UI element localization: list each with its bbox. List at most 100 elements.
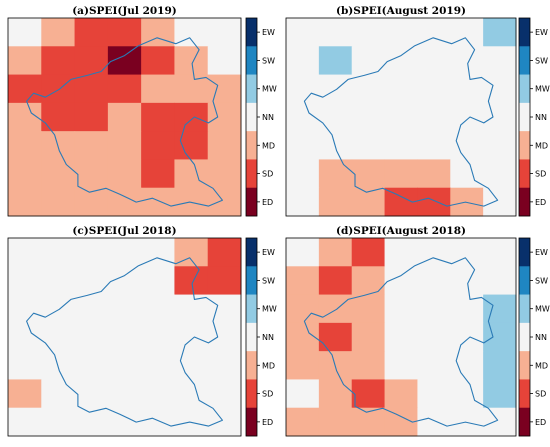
colorbar-label: MD [262,141,275,150]
heatmap-cell [286,131,320,160]
heatmap-cell [351,294,386,324]
heatmap-cell [207,102,242,132]
colorbar-label: SW [535,56,548,65]
colorbar-label: MD [262,361,275,370]
heatmap-cell [141,102,175,132]
heatmap-cell [318,322,353,352]
heatmap-cell [74,74,109,104]
colorbar-swatch [519,266,530,295]
heatmap-cell [8,131,42,160]
heatmap-cell [450,102,484,132]
heatmap-cell [318,46,353,76]
heatmap-cell [286,322,320,352]
colorbar-label: MW [262,85,277,94]
heatmap-cell [107,159,142,189]
colorbar-label: SW [262,276,275,285]
heatmap-cell [8,46,42,76]
panel-3: (c)SPEI(Jul 2018) EW SW MW NN MD SD ED [7,225,277,437]
heatmap-cell [174,159,209,189]
heatmap-cell [384,18,418,47]
heatmap-cell [41,74,76,104]
colorbar-swatch [519,322,530,352]
colorbar-label: MW [262,305,277,314]
heatmap-cell [286,294,320,324]
heatmap-cell [74,294,109,324]
colorbar-swatch [519,187,530,217]
colorbar-swatch [246,159,257,189]
colorbar-label: MW [535,305,550,314]
heatmap-cell [318,187,353,217]
heatmap-cell [141,74,175,104]
heatmap-cell [384,131,418,160]
panel-title: (d)SPEI(August 2018) [336,225,466,237]
heatmap-cell [207,18,242,47]
colorbar-swatch [246,238,257,267]
heatmap-cell [286,407,320,437]
heatmap-cell [8,351,42,380]
colorbar-label: SD [262,390,273,399]
colorbar-swatch [246,46,257,75]
colorbar-swatch [519,74,530,104]
heatmap-cell [351,159,386,189]
heatmap-cell [141,322,175,352]
heatmap-cell [450,322,484,352]
heatmap-cell [174,46,209,76]
heatmap-cell [207,187,242,217]
heatmap-cell [74,18,109,47]
colorbar-swatch [246,131,257,160]
heatmap-cell [351,187,386,217]
heatmap-cell [174,266,209,296]
heatmap-cell [384,351,418,380]
plot-frame [7,237,242,437]
heatmap-cell [417,102,451,132]
heatmap-cell [483,74,517,104]
colorbar-label: ED [535,418,546,427]
heatmap-cell [483,159,517,189]
colorbar-label: NN [535,333,547,342]
colorbar-swatch [519,294,530,324]
heatmap-cell [74,351,109,380]
heatmap-cell [417,379,451,409]
heatmap-cell [417,266,451,296]
heatmap-cell [207,74,242,104]
heatmap-cell [483,351,517,380]
heatmap-cell [351,379,386,409]
colorbar-frame [245,237,258,437]
heatmap-cell [41,159,76,189]
colorbar-label: EW [535,248,548,257]
heatmap-cell [8,187,42,217]
province-boundary [26,37,223,207]
colorbar-label: NN [262,333,274,342]
heatmap-cell [207,351,242,380]
heatmap-cell [74,46,109,76]
colorbar-frame [518,237,531,437]
colorbar-label: ED [262,418,273,427]
heatmap-cell [141,351,175,380]
heatmap-cell [318,379,353,409]
heatmap-cell [8,74,42,104]
heatmap-cell [107,238,142,267]
colorbar-label: SD [535,170,546,179]
colorbar-label: EW [535,28,548,37]
heatmap-cell [174,131,209,160]
heatmap-cell [384,74,418,104]
heatmap-cell [483,102,517,132]
heatmap-cell [107,294,142,324]
heatmap-cell [318,74,353,104]
heatmap-cell [74,131,109,160]
colorbar-swatch [519,407,530,437]
heatmap-cell [41,407,76,437]
heatmap-cell [351,322,386,352]
heatmap-cell [41,379,76,409]
heatmap-cell [141,294,175,324]
heatmap-cell [318,266,353,296]
heatmap-cell [450,379,484,409]
heatmap-cell [74,322,109,352]
heatmap-cell [286,18,320,47]
heatmap-cell [174,351,209,380]
colorbar-swatch [246,351,257,380]
heatmap-cell [207,131,242,160]
heatmap-cell [286,46,320,76]
heatmap-cell [41,187,76,217]
